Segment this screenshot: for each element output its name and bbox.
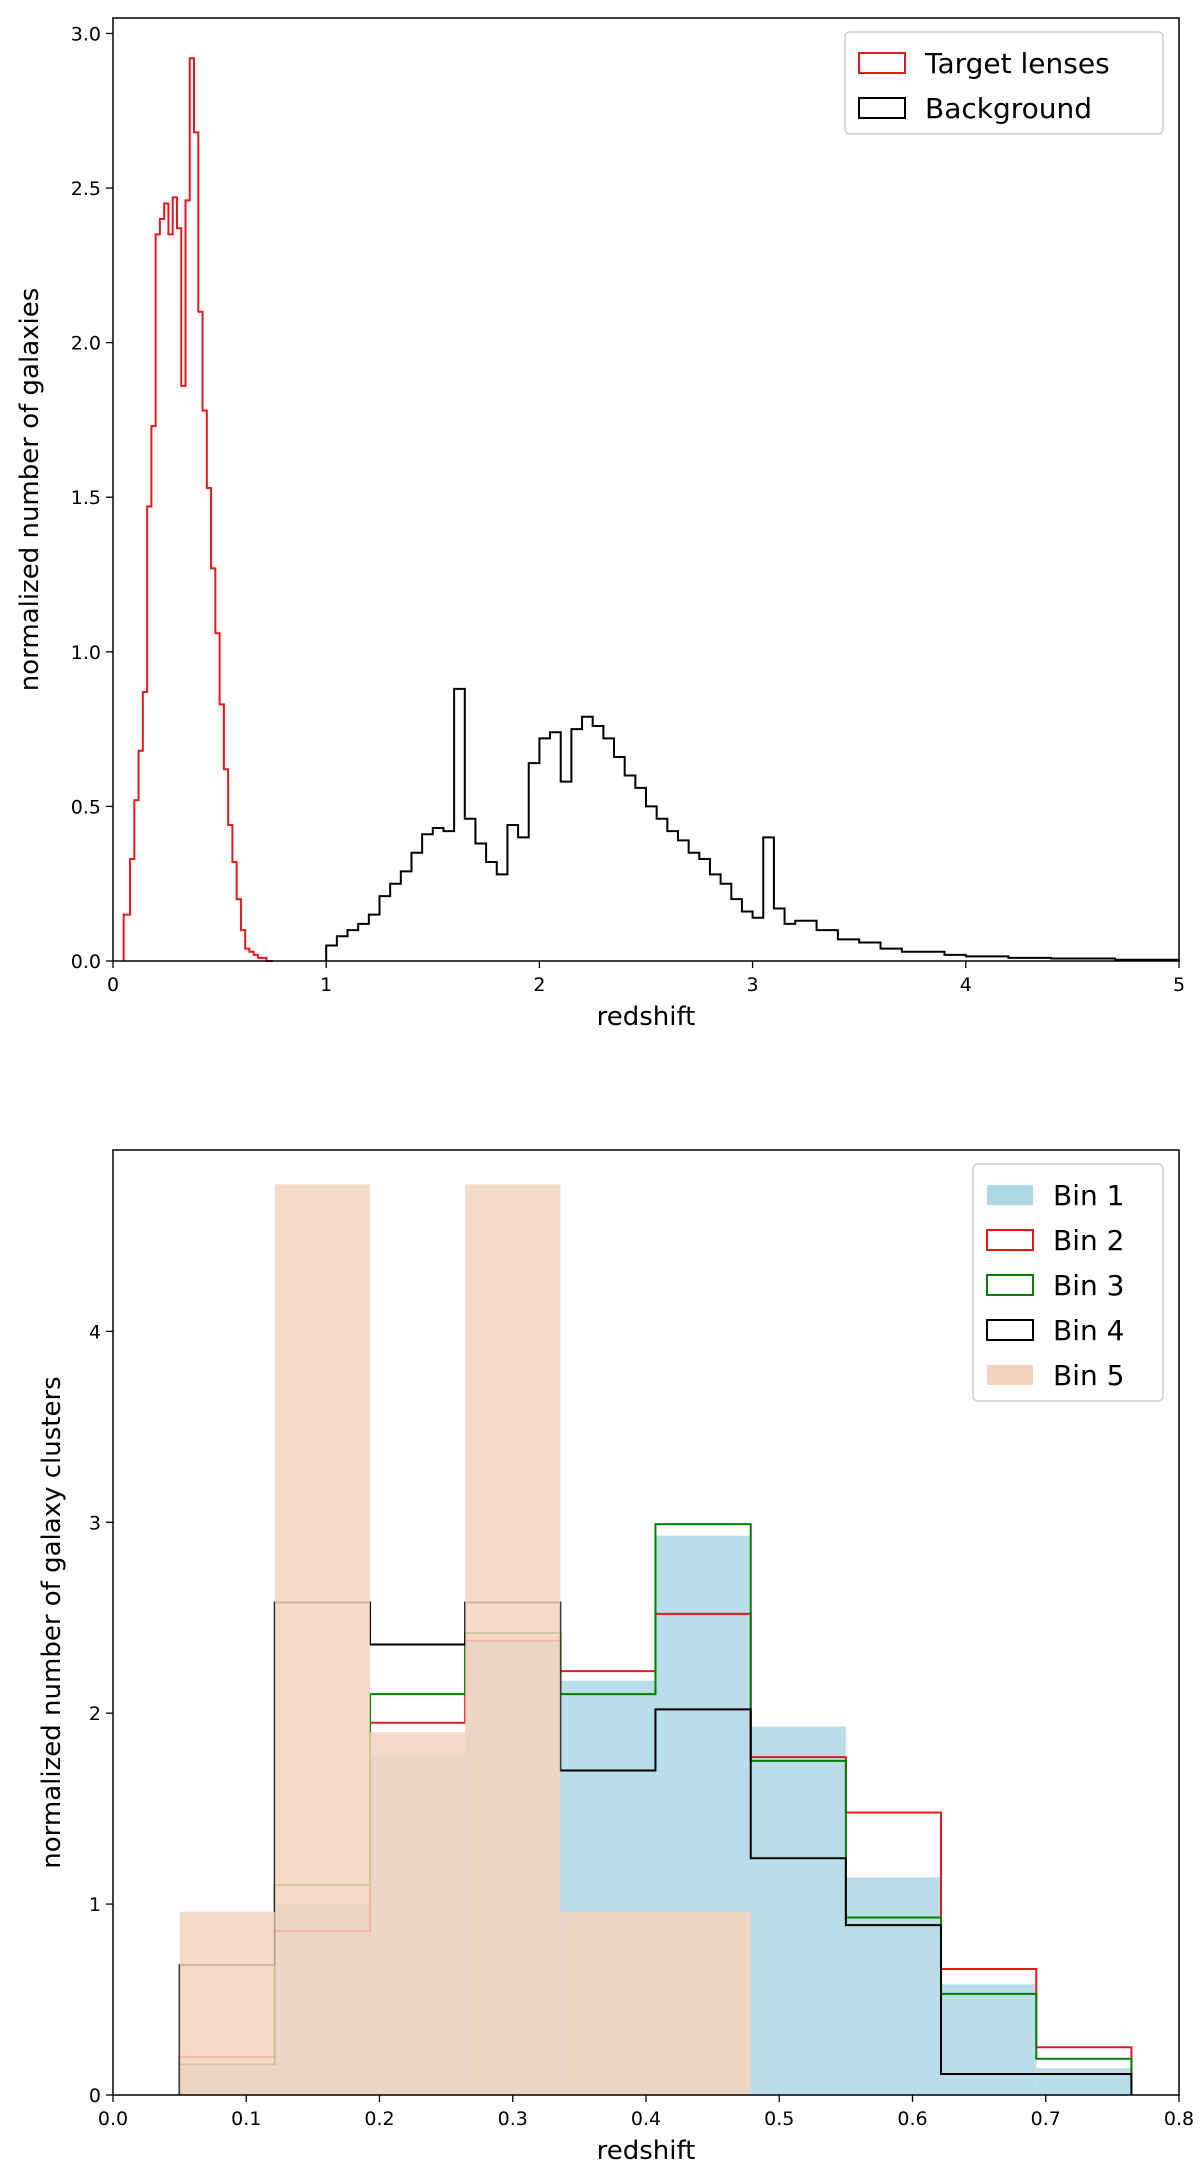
legend-label-bin-2: Bin 2 bbox=[1053, 1224, 1124, 1257]
legend: Bin 1 Bin 2 Bin 3 Bin 4 Bin 5 bbox=[972, 1163, 1164, 1402]
x-tick-label: 0.8 bbox=[1164, 2108, 1194, 2130]
x-tick-label: 0.1 bbox=[231, 2108, 261, 2130]
series-line-target-lenses bbox=[122, 57, 273, 962]
legend-swatch-bin-3 bbox=[986, 1274, 1034, 1296]
y-tick-label: 0.5 bbox=[71, 796, 101, 818]
legend-label-background: Background bbox=[925, 92, 1092, 125]
x-tick-label: 1 bbox=[320, 974, 332, 996]
x-tick-label: 0.5 bbox=[764, 2108, 794, 2130]
y-tick-label: 3.0 bbox=[71, 23, 101, 45]
bar-bin-5 bbox=[179, 1911, 275, 2095]
legend-swatch-bin-5 bbox=[987, 1365, 1033, 1385]
y-tick-label: 1.0 bbox=[71, 642, 101, 664]
legend-label-bin-1: Bin 1 bbox=[1053, 1179, 1124, 1212]
chart-galaxy-redshift: 0 1 2 3 4 5 0.0 0.5 1.0 1.5 2.0 2.5 3.0 redshift norma… bbox=[15, 17, 1185, 1032]
bar-bin-5 bbox=[465, 1184, 561, 2095]
bar-bin-1 bbox=[845, 1877, 942, 2095]
bar-bin-5 bbox=[560, 1911, 656, 2095]
x-tick-label: 0.2 bbox=[364, 2108, 394, 2130]
y-axis-label: normalized number of galaxy clusters bbox=[37, 1376, 67, 1868]
legend-label-bin-3: Bin 3 bbox=[1053, 1269, 1124, 1302]
legend-swatch-background bbox=[858, 97, 906, 119]
legend-box bbox=[972, 1163, 1164, 1402]
legend-swatch-bin-2 bbox=[986, 1229, 1034, 1251]
legend-label-bin-5: Bin 5 bbox=[1053, 1359, 1124, 1392]
legend-swatch-target-lenses bbox=[858, 52, 906, 74]
y-axis-label: normalized number of galaxies bbox=[15, 288, 45, 692]
y-tick-label: 0.0 bbox=[71, 951, 101, 973]
bar-bin-5 bbox=[274, 1184, 371, 2095]
legend: Target lenses Background bbox=[844, 31, 1164, 135]
y-tick-label: 0 bbox=[89, 2085, 101, 2107]
plot-frame bbox=[112, 17, 1180, 962]
bar-bin-5 bbox=[370, 1732, 466, 2095]
x-tick-label: 3 bbox=[747, 974, 759, 996]
y-tick-label: 1.5 bbox=[71, 487, 101, 509]
legend-label-target-lenses: Target lenses bbox=[924, 47, 1110, 80]
x-tick-label: 0.7 bbox=[1031, 2108, 1061, 2130]
y-tick-label: 1 bbox=[89, 1894, 101, 1916]
x-axis-label: redshift bbox=[597, 1002, 696, 1032]
x-tick-label: 5 bbox=[1173, 974, 1185, 996]
legend-swatch-bin-4 bbox=[986, 1319, 1034, 1341]
x-tick-label: 0.0 bbox=[98, 2108, 128, 2130]
bar-bin-1 bbox=[941, 1984, 1037, 2095]
chart2-plot: 0.0 0.1 0.2 0.3 0.4 0.5 0.6 0.7 0.8 0 1 2 3 4 redshift… bbox=[37, 1149, 1194, 2166]
x-tick-label: 0 bbox=[107, 974, 119, 996]
bar-bin-5 bbox=[655, 1911, 751, 2095]
bar-bin-1 bbox=[1036, 2068, 1132, 2095]
bar-bin-1 bbox=[750, 1726, 846, 2095]
x-tick-label: 2 bbox=[533, 974, 545, 996]
x-tick-label: 0.6 bbox=[897, 2108, 927, 2130]
chart1-plot: 0 1 2 3 4 5 0.0 0.5 1.0 1.5 2.0 2.5 3.0 redshift norma… bbox=[15, 17, 1185, 1032]
x-tick-label: 4 bbox=[960, 974, 972, 996]
legend-box bbox=[844, 31, 1164, 135]
chart-cluster-redshift: 0.0 0.1 0.2 0.3 0.4 0.5 0.6 0.7 0.8 0 1 2 3 4 redshift… bbox=[37, 1149, 1194, 2166]
legend-swatch-bin-1 bbox=[987, 1185, 1033, 1205]
y-tick-label: 3 bbox=[89, 1512, 101, 1534]
legend-label-bin-4: Bin 4 bbox=[1053, 1314, 1124, 1347]
y-tick-label: 2 bbox=[89, 1703, 101, 1725]
series-line-background bbox=[325, 687, 1180, 961]
y-tick-label: 2.0 bbox=[71, 333, 101, 355]
x-tick-label: 0.4 bbox=[631, 2108, 661, 2130]
x-axis-label: redshift bbox=[597, 2136, 696, 2166]
y-tick-label: 2.5 bbox=[71, 178, 101, 200]
y-tick-label: 4 bbox=[89, 1321, 101, 1343]
x-tick-label: 0.3 bbox=[498, 2108, 528, 2130]
